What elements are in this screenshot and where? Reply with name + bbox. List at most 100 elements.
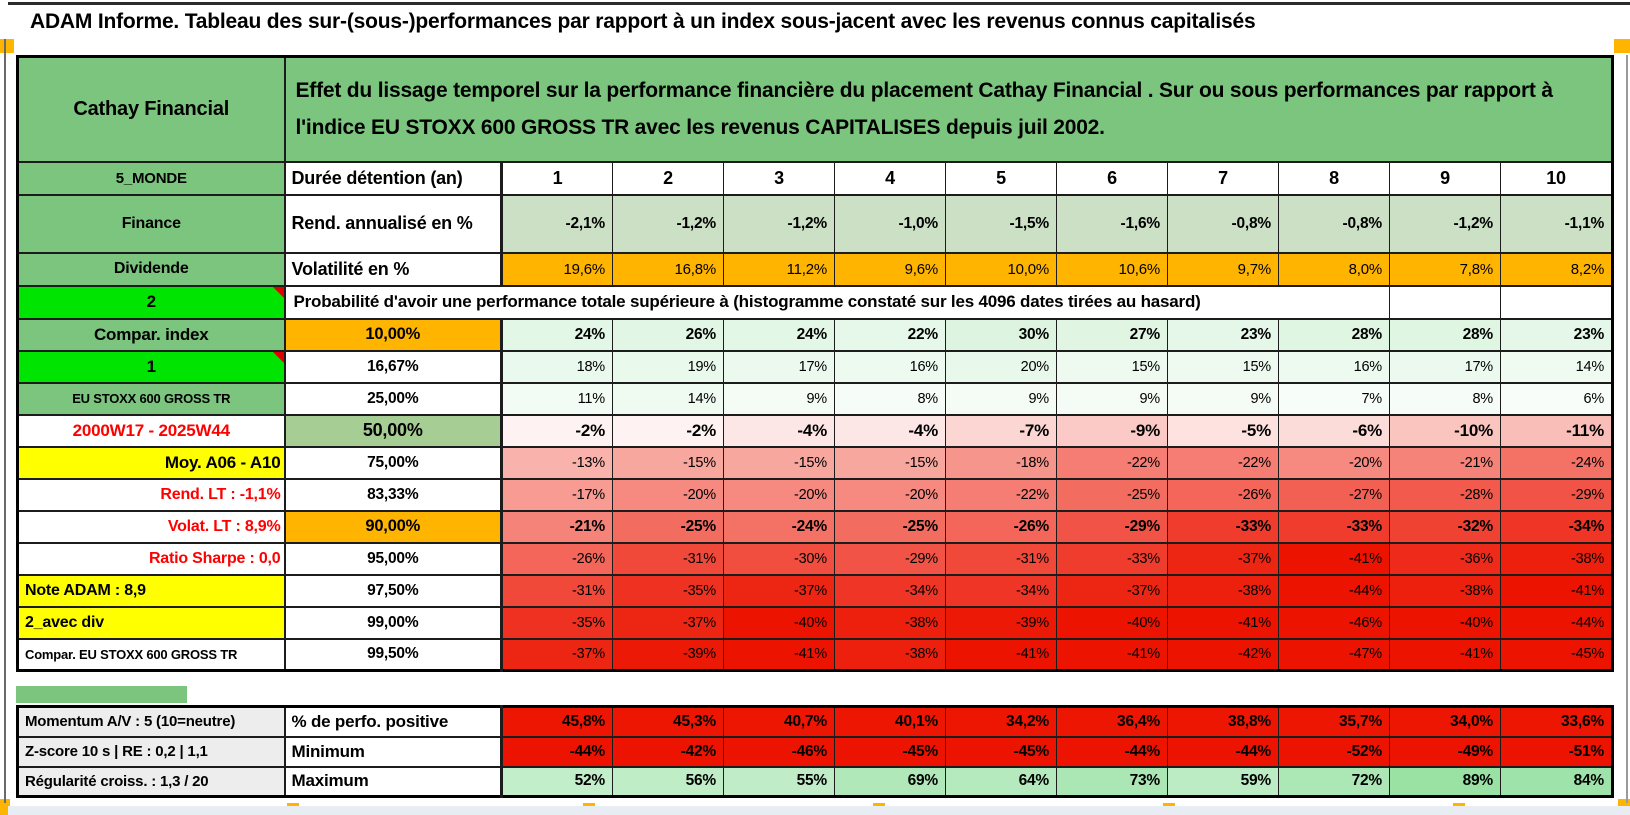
value-cell[interactable]: 15% [1167, 349, 1279, 384]
value-cell[interactable]: 52% [500, 765, 613, 798]
value-cell[interactable]: -37% [500, 637, 613, 672]
value-cell[interactable]: -1,2% [612, 193, 724, 254]
value-cell[interactable]: -15% [834, 445, 946, 480]
value-cell[interactable]: -37% [1167, 541, 1279, 576]
value-cell[interactable]: -42% [612, 735, 724, 768]
column-header-cell[interactable]: 3 [723, 160, 835, 196]
value-cell[interactable]: -0,8% [1167, 193, 1279, 254]
value-cell[interactable]: -21% [1389, 445, 1501, 480]
value-cell[interactable]: 28% [1389, 317, 1501, 352]
row-label-cell[interactable]: Ratio Sharpe : 0,0 [17, 541, 285, 576]
column-header-cell[interactable]: 5 [945, 160, 1057, 196]
value-cell[interactable]: 19,6% [500, 251, 613, 287]
value-cell[interactable]: 56% [612, 765, 724, 798]
value-cell[interactable]: -10% [1389, 413, 1501, 448]
value-cell[interactable]: 8% [834, 381, 946, 416]
value-cell[interactable]: -1,1% [1499, 193, 1614, 254]
value-cell[interactable]: -20% [1278, 445, 1390, 480]
value-cell[interactable]: -24% [1499, 445, 1614, 480]
column-header-cell[interactable]: 6 [1056, 160, 1168, 196]
row-label-cell[interactable]: Finance [17, 193, 285, 254]
row-label-cell[interactable]: Régularité croiss. : 1,3 / 20 [17, 765, 285, 798]
value-cell[interactable]: -27% [1278, 477, 1390, 512]
description-cell[interactable]: Effet du lissage temporel sur la perform… [283, 55, 1614, 163]
value-cell[interactable]: -30% [723, 541, 835, 576]
value-cell[interactable]: 23% [1499, 317, 1614, 352]
row-header-cell[interactable]: Maximum [283, 765, 502, 798]
value-cell[interactable]: -29% [834, 541, 946, 576]
value-cell[interactable]: 15% [1056, 349, 1168, 384]
value-cell[interactable]: 14% [1499, 349, 1614, 384]
row-header-cell[interactable]: % de perfo. positive [283, 705, 502, 738]
row-label-cell[interactable]: Note ADAM : 8,9 [17, 573, 285, 608]
value-cell[interactable]: -46% [1278, 605, 1390, 640]
value-cell[interactable]: -31% [500, 573, 613, 608]
column-header-cell[interactable]: 2 [612, 160, 724, 196]
value-cell[interactable]: -15% [723, 445, 835, 480]
value-cell[interactable]: -15% [612, 445, 724, 480]
value-cell[interactable]: 28% [1278, 317, 1390, 352]
value-cell[interactable]: 55% [723, 765, 835, 798]
empty-cell[interactable] [1499, 284, 1614, 320]
threshold-cell[interactable]: 90,00% [283, 509, 502, 544]
value-cell[interactable]: -41% [1389, 637, 1501, 672]
value-cell[interactable]: -40% [1389, 605, 1501, 640]
value-cell[interactable]: 22% [834, 317, 946, 352]
value-cell[interactable]: -45% [834, 735, 946, 768]
value-cell[interactable]: -22% [1056, 445, 1168, 480]
value-cell[interactable]: -37% [612, 605, 724, 640]
value-cell[interactable]: -1,2% [723, 193, 835, 254]
value-cell[interactable]: -2,1% [500, 193, 613, 254]
value-cell[interactable]: 27% [1056, 317, 1168, 352]
value-cell[interactable]: 69% [834, 765, 946, 798]
column-header-cell[interactable]: 10 [1499, 160, 1614, 196]
probability-title-cell[interactable]: Probabilité d'avoir une performance tota… [283, 284, 1390, 320]
empty-cell[interactable] [1389, 284, 1501, 320]
row-label-cell[interactable]: EU STOXX 600 GROSS TR [17, 381, 285, 416]
row-header-cell[interactable]: Minimum [283, 735, 502, 768]
row-label-cell[interactable]: Rend. LT : -1,1% [17, 477, 285, 512]
value-cell[interactable]: 38,8% [1167, 705, 1279, 738]
value-cell[interactable]: -26% [500, 541, 613, 576]
value-cell[interactable]: -40% [723, 605, 835, 640]
row-label-cell[interactable]: Momentum A/V : 5 (10=neutre) [17, 705, 285, 738]
value-cell[interactable]: -0,8% [1278, 193, 1390, 254]
value-cell[interactable]: 8,0% [1278, 251, 1390, 287]
value-cell[interactable]: -34% [834, 573, 946, 608]
value-cell[interactable]: -38% [1499, 541, 1614, 576]
value-cell[interactable]: -17% [500, 477, 613, 512]
threshold-cell[interactable]: 95,00% [283, 541, 502, 576]
row-header-cell[interactable]: Volatilité en % [283, 251, 502, 287]
value-cell[interactable]: 19% [612, 349, 724, 384]
row-label-cell[interactable]: 1 [17, 349, 285, 384]
value-cell[interactable]: -26% [945, 509, 1057, 544]
column-header-cell[interactable]: 4 [834, 160, 946, 196]
value-cell[interactable]: -2% [612, 413, 724, 448]
threshold-cell[interactable]: 25,00% [283, 381, 502, 416]
value-cell[interactable]: -38% [1389, 573, 1501, 608]
value-cell[interactable]: -5% [1167, 413, 1279, 448]
value-cell[interactable]: 14% [612, 381, 724, 416]
value-cell[interactable]: -11% [1499, 413, 1614, 448]
threshold-cell[interactable]: 99,00% [283, 605, 502, 640]
value-cell[interactable]: 11% [500, 381, 613, 416]
value-cell[interactable]: 17% [723, 349, 835, 384]
value-cell[interactable]: -22% [1167, 445, 1279, 480]
value-cell[interactable]: -34% [1499, 509, 1614, 544]
row-label-cell[interactable]: 2 [17, 284, 285, 320]
value-cell[interactable]: -40% [1056, 605, 1168, 640]
value-cell[interactable]: -45% [1499, 637, 1614, 672]
value-cell[interactable]: 64% [945, 765, 1057, 798]
value-cell[interactable]: -35% [612, 573, 724, 608]
value-cell[interactable]: -7% [945, 413, 1057, 448]
value-cell[interactable]: -38% [834, 605, 946, 640]
value-cell[interactable]: -47% [1278, 637, 1390, 672]
value-cell[interactable]: 10,0% [945, 251, 1057, 287]
value-cell[interactable]: 11,2% [723, 251, 835, 287]
value-cell[interactable]: -1,5% [945, 193, 1057, 254]
value-cell[interactable]: 24% [500, 317, 613, 352]
value-cell[interactable]: 59% [1167, 765, 1279, 798]
value-cell[interactable]: -2% [500, 413, 613, 448]
value-cell[interactable]: -4% [723, 413, 835, 448]
value-cell[interactable]: 84% [1500, 765, 1613, 798]
